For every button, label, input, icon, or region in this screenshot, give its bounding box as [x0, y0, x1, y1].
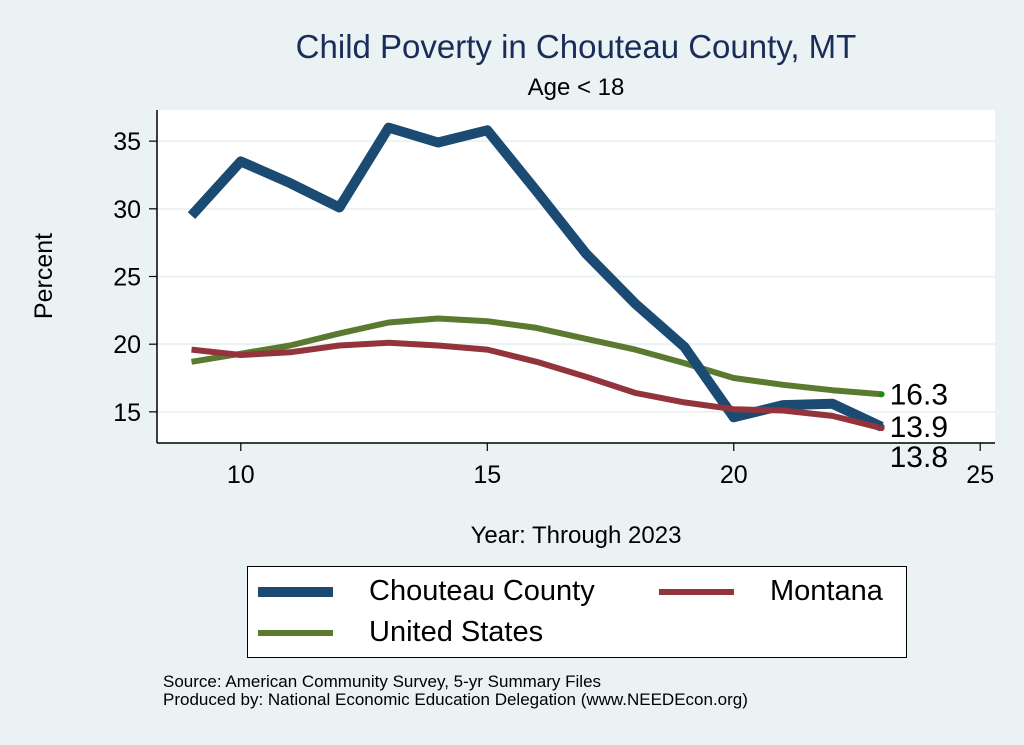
y-tick-label: 20: [113, 331, 141, 359]
series-line-united-states: [191, 315, 882, 398]
x-axis-label: Year: Through 2023: [471, 522, 682, 549]
source-note: Source: American Community Survey, 5-yr …: [163, 673, 748, 709]
y-tick-label: 30: [113, 196, 141, 224]
end-label-montana: 13.8: [890, 441, 948, 474]
y-axis-label: Percent: [30, 233, 58, 319]
end-marker-united-states: [878, 391, 885, 398]
legend: Chouteau County Montana United States: [247, 566, 907, 658]
end-label-chouteau: 13.9: [890, 411, 948, 444]
x-tick-label: 10: [227, 461, 255, 489]
y-tick-label: 25: [113, 264, 141, 292]
y-tick-label: 35: [113, 128, 141, 156]
y-tick-label: 15: [113, 399, 141, 427]
legend-label-chouteau: Chouteau County: [369, 575, 595, 607]
end-label-united-states: 16.3: [890, 378, 948, 411]
producer-line: Produced by: National Economic Education…: [163, 690, 748, 709]
chart-title: Child Poverty in Chouteau County, MT: [295, 28, 857, 65]
legend-swatch-united-states: [258, 629, 333, 636]
series-line-montana: [191, 339, 883, 432]
x-tick-label: 20: [720, 461, 748, 489]
legend-label-montana: Montana: [770, 575, 883, 607]
end-marker-montana: [878, 425, 885, 432]
x-tick-label: 25: [966, 461, 994, 489]
legend-swatch-montana: [659, 588, 734, 595]
legend-item-united-states: United States: [258, 616, 543, 649]
source-line: Source: American Community Survey, 5-yr …: [163, 672, 602, 691]
chart-subtitle: Age < 18: [527, 74, 625, 101]
legend-item-chouteau: Chouteau County: [258, 575, 595, 608]
legend-item-montana: Montana: [659, 575, 883, 608]
legend-swatch-chouteau: [258, 586, 333, 597]
legend-label-united-states: United States: [369, 616, 544, 648]
x-tick-label: 15: [473, 461, 501, 489]
